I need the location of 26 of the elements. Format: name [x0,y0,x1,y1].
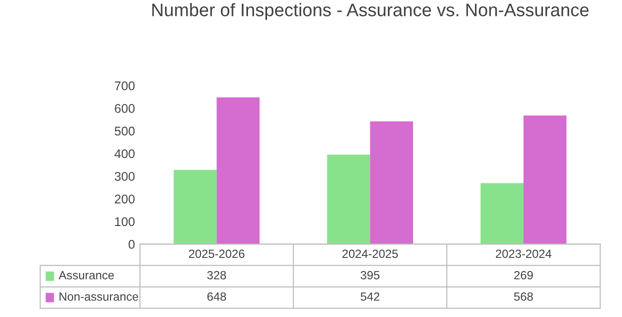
data-label: 568 [514,292,533,301]
legend-label: Assurance [58,271,114,280]
data-label: 395 [360,270,380,280]
chart-title: Number of Inspections - Assurance vs. Non-Assurance [152,3,589,20]
y-tick-label: 0 [128,240,135,249]
bar [480,183,524,244]
data-label: 328 [207,270,226,280]
bar [174,170,217,244]
data-label: 542 [360,292,380,301]
y-tick-label: 100 [115,217,135,226]
y-tick-label: 500 [114,126,135,136]
bar [216,97,260,244]
data-label: 269 [514,270,533,280]
legend-label: Non-assurance [60,292,138,301]
bar [524,115,566,244]
x-tick-label: 2025-2026 [189,250,244,258]
y-tick-label: 700 [114,81,135,90]
bar [370,121,414,244]
y-tick-label: 300 [114,172,135,181]
x-tick-label: 2024-2025 [342,250,398,258]
data-label: 648 [207,292,226,301]
y-tick-label: 200 [114,194,135,204]
x-tick-label: 2023-2024 [496,250,552,258]
bar [327,154,370,244]
y-tick-label: 600 [114,104,135,113]
y-tick-label: 400 [114,149,135,158]
